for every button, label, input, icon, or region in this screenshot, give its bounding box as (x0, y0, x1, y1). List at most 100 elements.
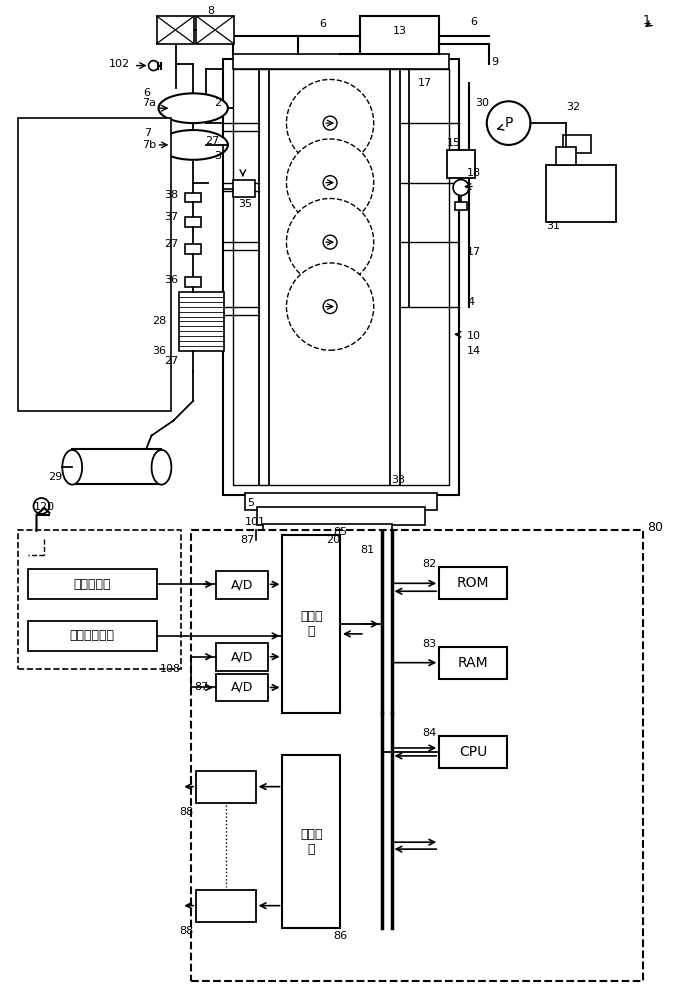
Ellipse shape (152, 450, 171, 485)
Text: 15: 15 (447, 138, 461, 148)
Bar (197, 771, 256, 803)
Text: 18: 18 (467, 168, 481, 178)
Text: ROM: ROM (457, 576, 489, 590)
Text: 81: 81 (360, 545, 375, 555)
Text: 101: 101 (245, 517, 266, 527)
Text: 17: 17 (467, 247, 481, 257)
Text: 84: 84 (422, 728, 436, 738)
Text: 曲轴角传感器: 曲轴角传感器 (69, 629, 114, 642)
Bar (262, 524, 392, 540)
Text: 6: 6 (471, 17, 477, 27)
Text: 17: 17 (418, 78, 432, 88)
Bar (233, 69, 449, 485)
Text: 88: 88 (179, 926, 193, 936)
Bar (256, 507, 425, 525)
Text: 输出端
口: 输出端 口 (300, 828, 322, 856)
Text: A/D: A/D (231, 681, 253, 694)
Circle shape (33, 498, 50, 514)
Text: P: P (505, 116, 513, 130)
Bar (185, 217, 201, 227)
Text: 负荷传感器: 负荷传感器 (73, 578, 111, 591)
Text: 82: 82 (422, 559, 436, 569)
Bar (28, 569, 156, 599)
Text: 36: 36 (165, 275, 178, 285)
Text: 35: 35 (238, 199, 252, 209)
Bar (185, 193, 201, 202)
Circle shape (286, 198, 374, 286)
Bar (439, 647, 507, 679)
Text: 13: 13 (392, 26, 407, 36)
Bar (563, 135, 591, 153)
Text: 33: 33 (392, 475, 405, 485)
Text: 31: 31 (546, 221, 560, 231)
Text: 27: 27 (164, 356, 178, 366)
Text: 83: 83 (422, 639, 436, 649)
Bar (447, 150, 475, 178)
Bar (455, 202, 467, 210)
Text: 102: 102 (109, 59, 130, 69)
Text: 27: 27 (205, 136, 219, 146)
Bar (197, 16, 234, 44)
Text: 6: 6 (320, 19, 326, 29)
Text: 9: 9 (491, 57, 498, 67)
Bar (185, 277, 201, 287)
Text: 10: 10 (467, 331, 481, 341)
Circle shape (453, 180, 469, 196)
Text: 7a: 7a (143, 98, 156, 108)
Bar (191, 530, 643, 981)
Circle shape (286, 263, 374, 350)
Text: 120: 120 (34, 502, 55, 512)
Bar (233, 54, 449, 69)
Bar (245, 493, 437, 510)
Bar (223, 59, 459, 495)
Text: 108: 108 (160, 664, 181, 674)
Bar (180, 292, 224, 351)
Text: 85: 85 (333, 527, 347, 537)
Bar (18, 118, 171, 411)
Ellipse shape (158, 93, 228, 123)
Text: 6: 6 (143, 88, 150, 98)
Circle shape (286, 139, 374, 226)
Text: 1: 1 (643, 14, 650, 27)
Text: 30: 30 (475, 98, 489, 108)
Bar (282, 755, 340, 928)
Text: 87: 87 (194, 682, 208, 692)
Text: 38: 38 (164, 190, 178, 200)
Text: 87: 87 (241, 535, 255, 545)
Circle shape (323, 116, 337, 130)
Bar (197, 890, 256, 922)
Ellipse shape (158, 130, 228, 160)
Bar (233, 180, 255, 197)
Text: 3: 3 (214, 151, 221, 161)
Text: 7b: 7b (142, 140, 156, 150)
Circle shape (323, 235, 337, 249)
Text: 输入端
口: 输入端 口 (300, 610, 322, 638)
Bar (556, 147, 576, 165)
Text: A/D: A/D (231, 650, 253, 663)
Bar (28, 621, 156, 651)
Text: 7: 7 (144, 128, 152, 138)
Text: 29: 29 (48, 472, 63, 482)
Bar (439, 567, 507, 599)
Text: 80: 80 (647, 521, 664, 534)
Circle shape (148, 61, 158, 71)
Text: 27: 27 (164, 239, 178, 249)
Bar (282, 535, 340, 713)
Text: A/D: A/D (231, 579, 253, 592)
Text: 88: 88 (179, 807, 193, 817)
Text: 8: 8 (207, 6, 215, 16)
Circle shape (323, 300, 337, 314)
Text: 28: 28 (152, 316, 167, 326)
Bar (18, 530, 182, 669)
Text: 32: 32 (566, 102, 580, 112)
Circle shape (487, 101, 530, 145)
Ellipse shape (63, 450, 82, 485)
Text: 37: 37 (164, 212, 178, 222)
Text: 14: 14 (467, 346, 481, 356)
Bar (72, 449, 161, 484)
Text: 20: 20 (326, 535, 340, 545)
Bar (185, 244, 201, 254)
Bar (439, 736, 507, 768)
Bar (216, 643, 268, 671)
Bar (216, 571, 268, 599)
